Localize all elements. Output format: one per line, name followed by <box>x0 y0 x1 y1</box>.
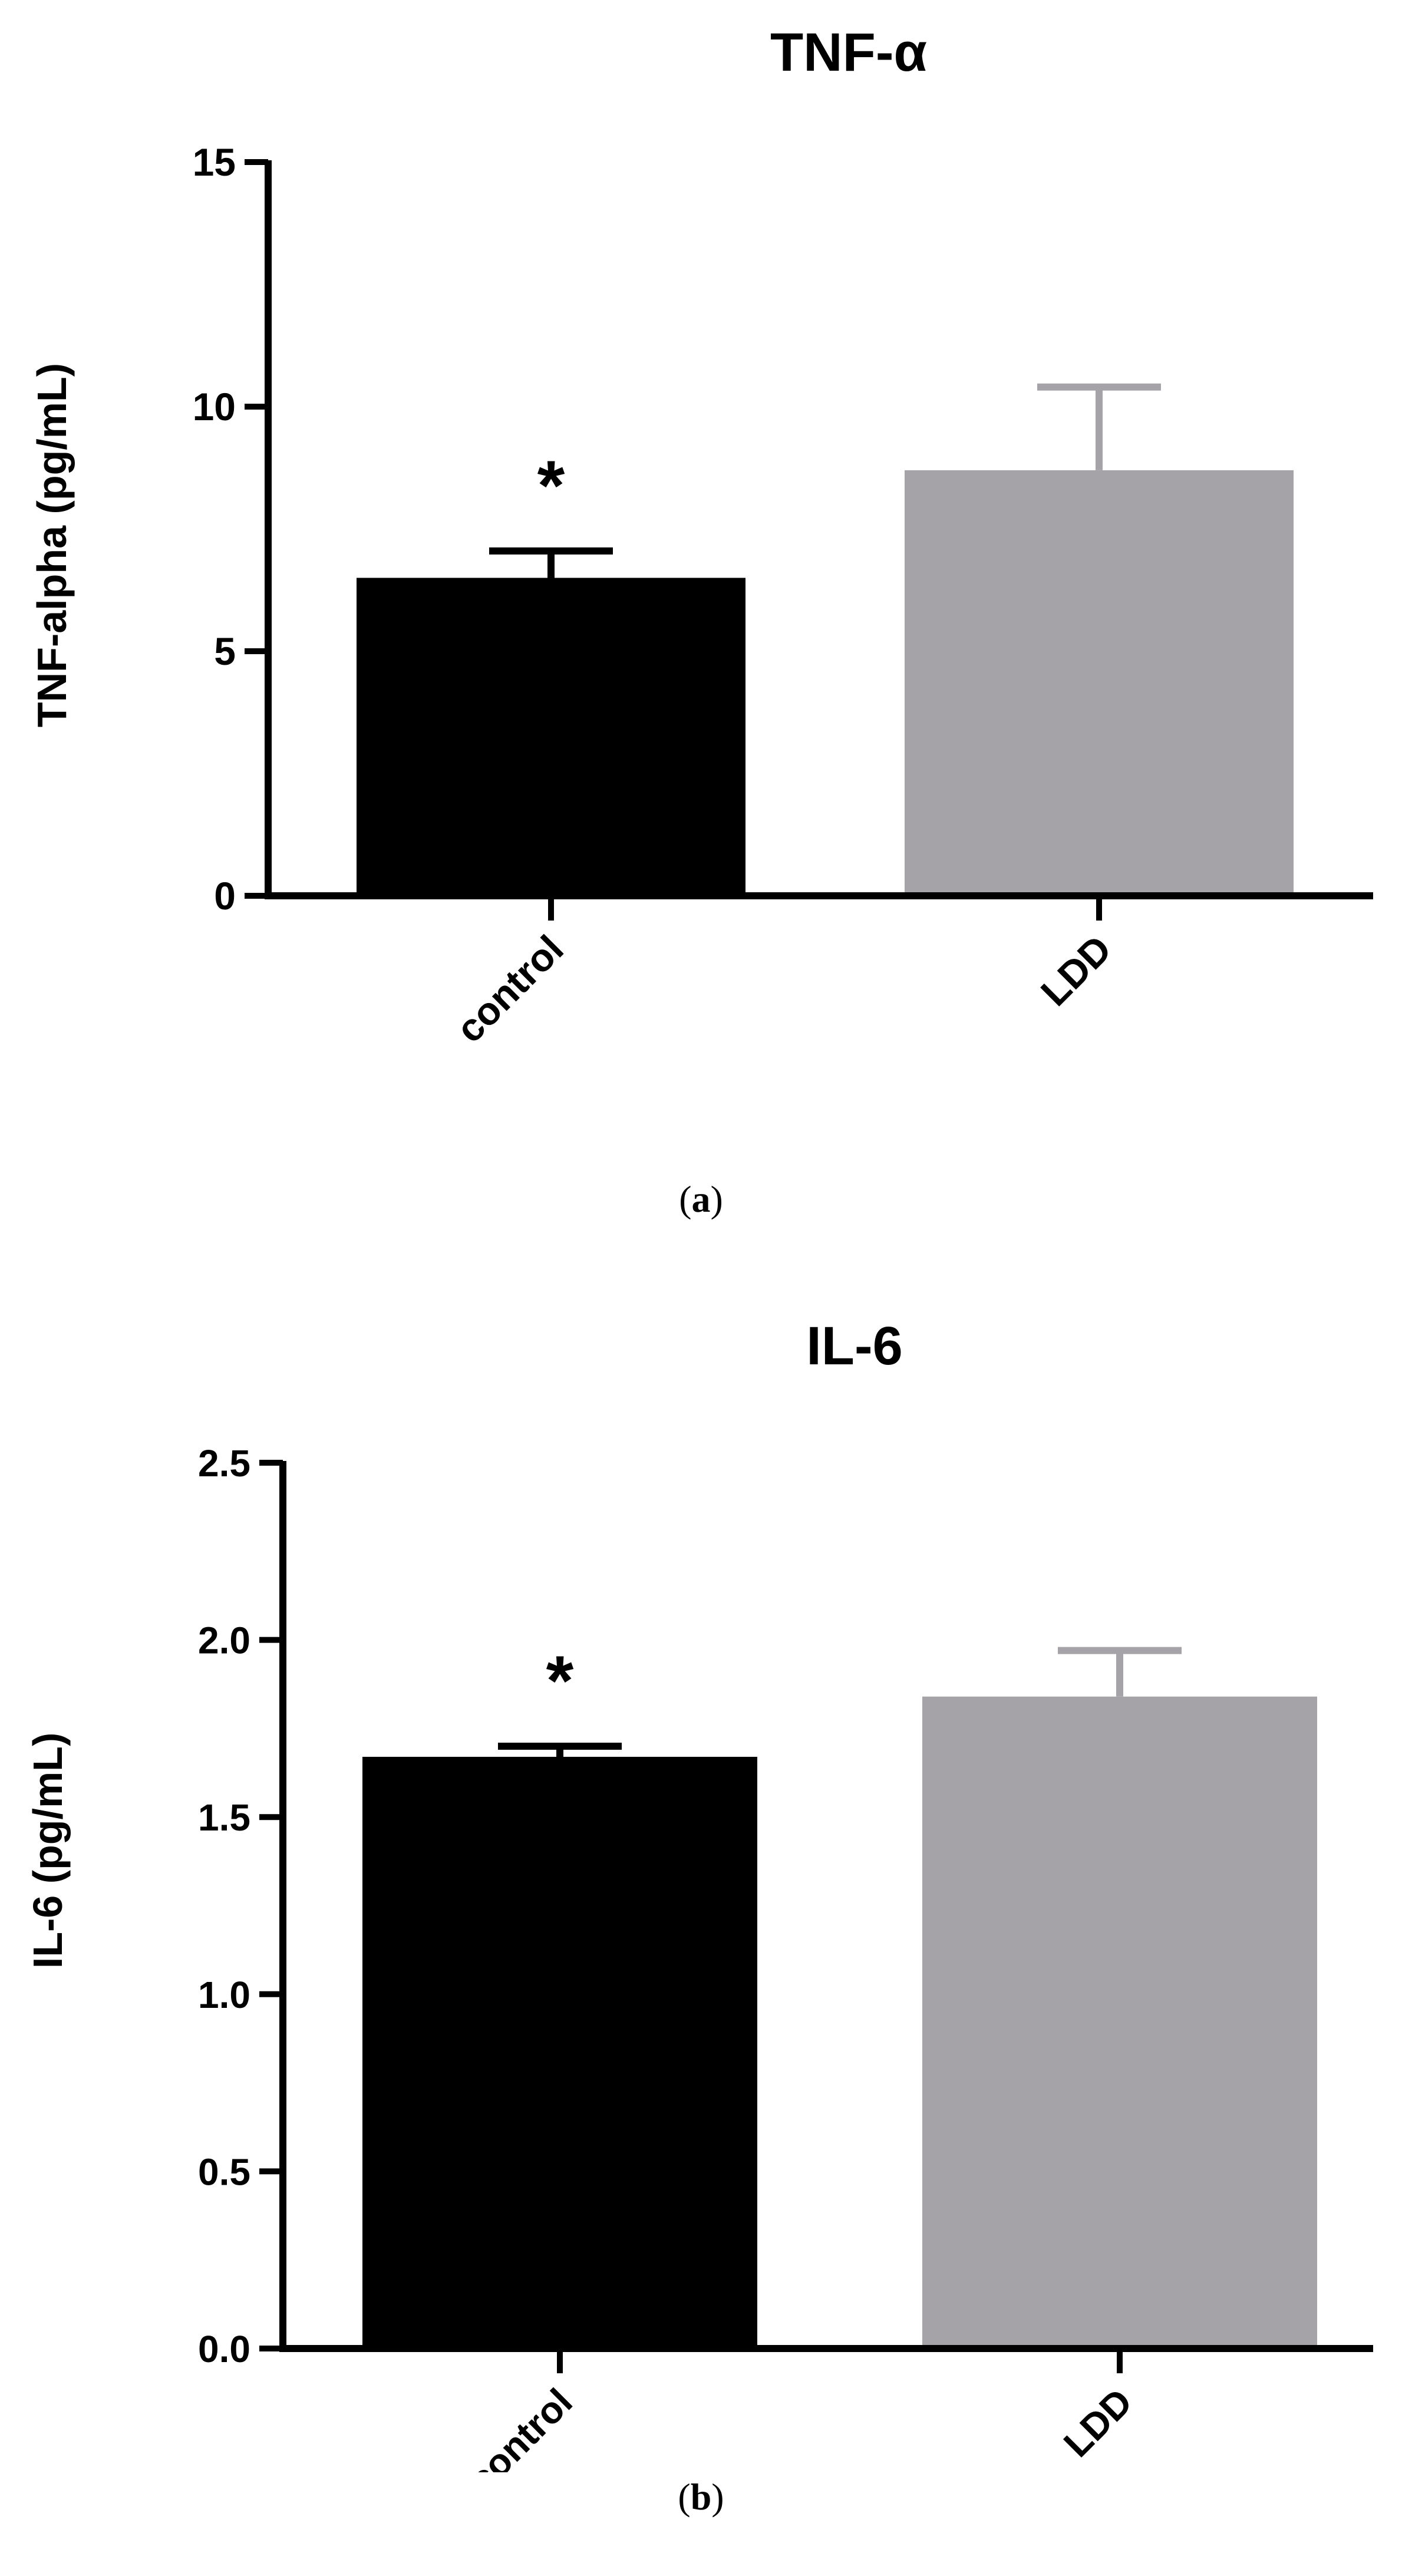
error-bar-control <box>489 547 613 578</box>
y-axis-label: IL-6 (pg/mL) <box>25 1733 71 1968</box>
x-tick-label-control: control <box>447 927 571 1051</box>
y-tick-label: 2.5 <box>198 1442 250 1485</box>
y-tick-label: 5 <box>214 629 236 673</box>
error-bar-control <box>498 1742 622 1757</box>
caption-letter: b <box>690 2476 712 2518</box>
caption-letter: a <box>691 1178 711 1220</box>
y-axis-label: TNF-alpha (pg/mL) <box>29 363 75 727</box>
bar-control <box>357 578 745 896</box>
bar-chart-tnf-alpha: TNF-α TNF-alpha (pg/mL) * 0 5 10 15 control LD… <box>29 22 1373 1051</box>
significance-asterisk: * <box>546 1641 574 1720</box>
significance-asterisk: * <box>537 446 565 525</box>
chart-panel-b: IL-6 IL-6 (pg/mL) * 0.0 0.5 1.0 1.5 2.0 2.5 con… <box>0 1288 1402 2576</box>
caption-close-paren: ) <box>711 2476 724 2518</box>
caption-close-paren: ) <box>710 1178 723 1220</box>
y-tick-label: 0.0 <box>198 2328 250 2370</box>
y-tick-label: 2.0 <box>198 1620 250 1662</box>
caption-open-paren: ( <box>678 2476 691 2518</box>
chart-title: TNF-α <box>770 22 927 83</box>
x-tick-label-ldd: LDD <box>1032 927 1120 1014</box>
y-tick-label: 15 <box>193 140 236 184</box>
error-bar-ldd <box>1058 1647 1182 1697</box>
x-tick-label-control: control <box>460 2380 580 2472</box>
bar-ldd <box>922 1696 1317 2349</box>
panel-caption-b: (b) <box>0 2475 1402 2519</box>
chart-title: IL-6 <box>806 1316 903 1376</box>
bar-chart-il-6: IL-6 IL-6 (pg/mL) * 0.0 0.5 1.0 1.5 2.0 2.5 con… <box>25 1316 1373 2501</box>
bar-control <box>362 1756 757 2349</box>
y-tick-label: 0.5 <box>198 2150 250 2193</box>
error-bar-ldd <box>1037 383 1161 470</box>
panel-caption-a: (a) <box>0 1177 1402 1221</box>
y-tick-label: 1.5 <box>198 1796 250 1839</box>
bar-ldd <box>905 470 1294 896</box>
chart-panel-a: TNF-α TNF-alpha (pg/mL) * 0 5 10 15 control LD… <box>0 0 1402 1249</box>
y-tick-label: 1.0 <box>198 1974 250 2016</box>
caption-open-paren: ( <box>679 1178 692 1220</box>
x-tick-label-ldd: LDD <box>1055 2380 1140 2465</box>
y-tick-label: 10 <box>193 385 236 428</box>
y-tick-label: 0 <box>214 874 236 918</box>
